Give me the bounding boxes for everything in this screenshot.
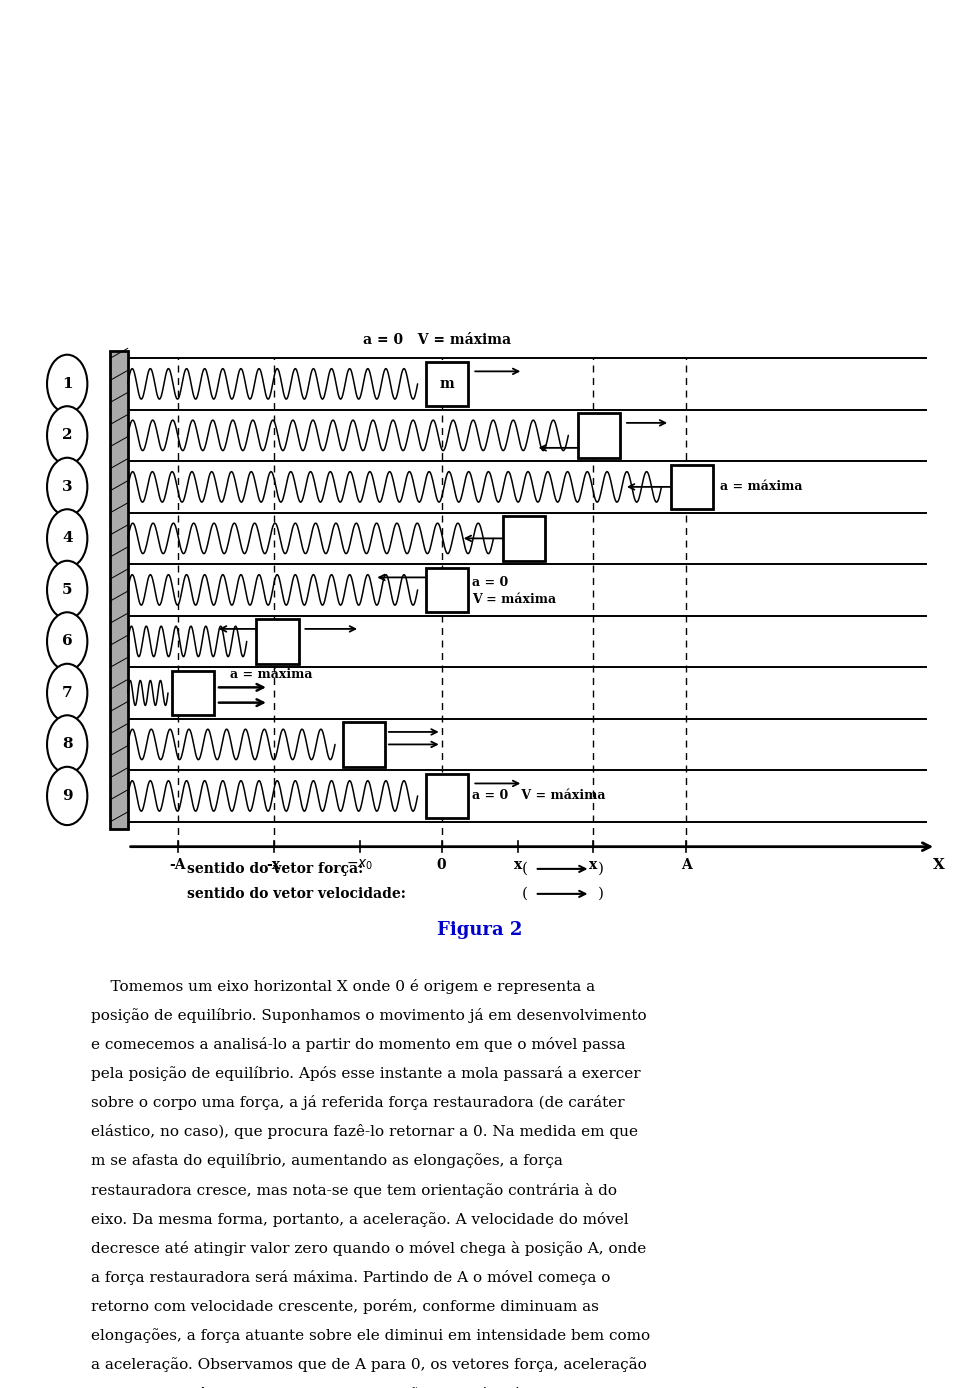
Text: 7: 7	[61, 686, 73, 700]
Text: -x: -x	[267, 858, 280, 872]
Bar	[503, 516, 545, 561]
Text: pela posição de equilíbrio. Após esse instante a mola passará a exercer: pela posição de equilíbrio. Após esse in…	[91, 1066, 641, 1081]
Text: retorno com velocidade crescente, porém, conforme diminuam as: retorno com velocidade crescente, porém,…	[91, 1299, 599, 1314]
Text: a = máxima: a = máxima	[230, 669, 313, 682]
Text: 2: 2	[62, 429, 72, 443]
Bar	[343, 722, 385, 766]
Bar	[671, 465, 713, 509]
Text: a aceleração. Observamos que de A para 0, os vetores força, aceleração: a aceleração. Observamos que de A para 0…	[91, 1357, 647, 1373]
Text: sentido do vetor velocidade:: sentido do vetor velocidade:	[187, 887, 406, 901]
Text: 1: 1	[61, 378, 73, 391]
Circle shape	[47, 407, 87, 465]
Text: a = 0   V = máxima: a = 0 V = máxima	[472, 790, 606, 802]
Text: a força restauradora será máxima. Partindo de A o móvel começa o: a força restauradora será máxima. Partin…	[91, 1270, 611, 1285]
Text: a = máxima: a = máxima	[720, 480, 803, 493]
Text: a = 0   V = máxima: a = 0 V = máxima	[363, 333, 511, 347]
Text: 6: 6	[61, 634, 73, 648]
Text: restauradora cresce, mas nota-se que tem orientação contrária à do: restauradora cresce, mas nota-se que tem…	[91, 1183, 617, 1198]
Text: A: A	[681, 858, 692, 872]
Text: x: x	[589, 858, 597, 872]
Circle shape	[47, 509, 87, 568]
Text: decresce até atingir valor zero quando o móvel chega à posição A, onde: decresce até atingir valor zero quando o…	[91, 1241, 646, 1256]
Bar	[426, 568, 468, 612]
Text: m se afasta do equilíbrio, aumentando as elongações, a força: m se afasta do equilíbrio, aumentando as…	[91, 1153, 564, 1169]
Circle shape	[47, 561, 87, 619]
Text: V = máxima: V = máxima	[472, 593, 557, 607]
Bar	[256, 619, 299, 663]
Text: posição de equilíbrio. Suponhamos o movimento já em desenvolvimento: posição de equilíbrio. Suponhamos o movi…	[91, 1008, 647, 1023]
Bar	[172, 670, 214, 715]
Circle shape	[47, 355, 87, 414]
Text: elongações, a força atuante sobre ele diminui em intensidade bem como: elongações, a força atuante sobre ele di…	[91, 1328, 650, 1344]
Text: 4: 4	[61, 532, 73, 545]
Text: 8: 8	[61, 737, 73, 751]
Bar	[426, 362, 468, 407]
Text: ): )	[598, 862, 604, 876]
Text: 3: 3	[61, 480, 73, 494]
Text: m: m	[440, 378, 455, 391]
Text: Tomemos um eixo horizontal X onde 0 é origem e representa a: Tomemos um eixo horizontal X onde 0 é or…	[91, 979, 595, 994]
Text: sobre o corpo uma força, a já referida força restauradora (de caráter: sobre o corpo uma força, a já referida f…	[91, 1095, 625, 1110]
Text: 9: 9	[61, 788, 73, 802]
Circle shape	[47, 612, 87, 670]
Text: (: (	[522, 862, 528, 876]
Text: (: (	[522, 887, 528, 901]
Circle shape	[47, 715, 87, 773]
Text: sentido do vetor força:: sentido do vetor força:	[187, 862, 364, 876]
Text: ): )	[598, 887, 604, 901]
Bar	[578, 414, 620, 458]
Text: elástico, no caso), que procura fazê-lo retornar a 0. Na medida em que: elástico, no caso), que procura fazê-lo …	[91, 1124, 638, 1140]
Text: -A: -A	[169, 858, 186, 872]
Circle shape	[47, 663, 87, 722]
Text: a = 0: a = 0	[472, 576, 509, 590]
Circle shape	[47, 458, 87, 516]
Text: 5: 5	[62, 583, 72, 597]
Text: X: X	[933, 858, 945, 872]
Text: e comecemos a analisá-lo a partir do momento em que o móvel passa: e comecemos a analisá-lo a partir do mom…	[91, 1037, 626, 1052]
Text: x: x	[515, 858, 522, 872]
Bar	[426, 773, 468, 818]
Text: 0: 0	[437, 858, 446, 872]
Circle shape	[47, 766, 87, 824]
Text: eixo. Da mesma forma, portanto, a aceleração. A velocidade do móvel: eixo. Da mesma forma, portanto, a aceler…	[91, 1212, 629, 1227]
Bar	[110, 351, 128, 829]
Text: Figura 2: Figura 2	[438, 922, 522, 938]
Text: $-x_0$: $-x_0$	[347, 858, 373, 872]
